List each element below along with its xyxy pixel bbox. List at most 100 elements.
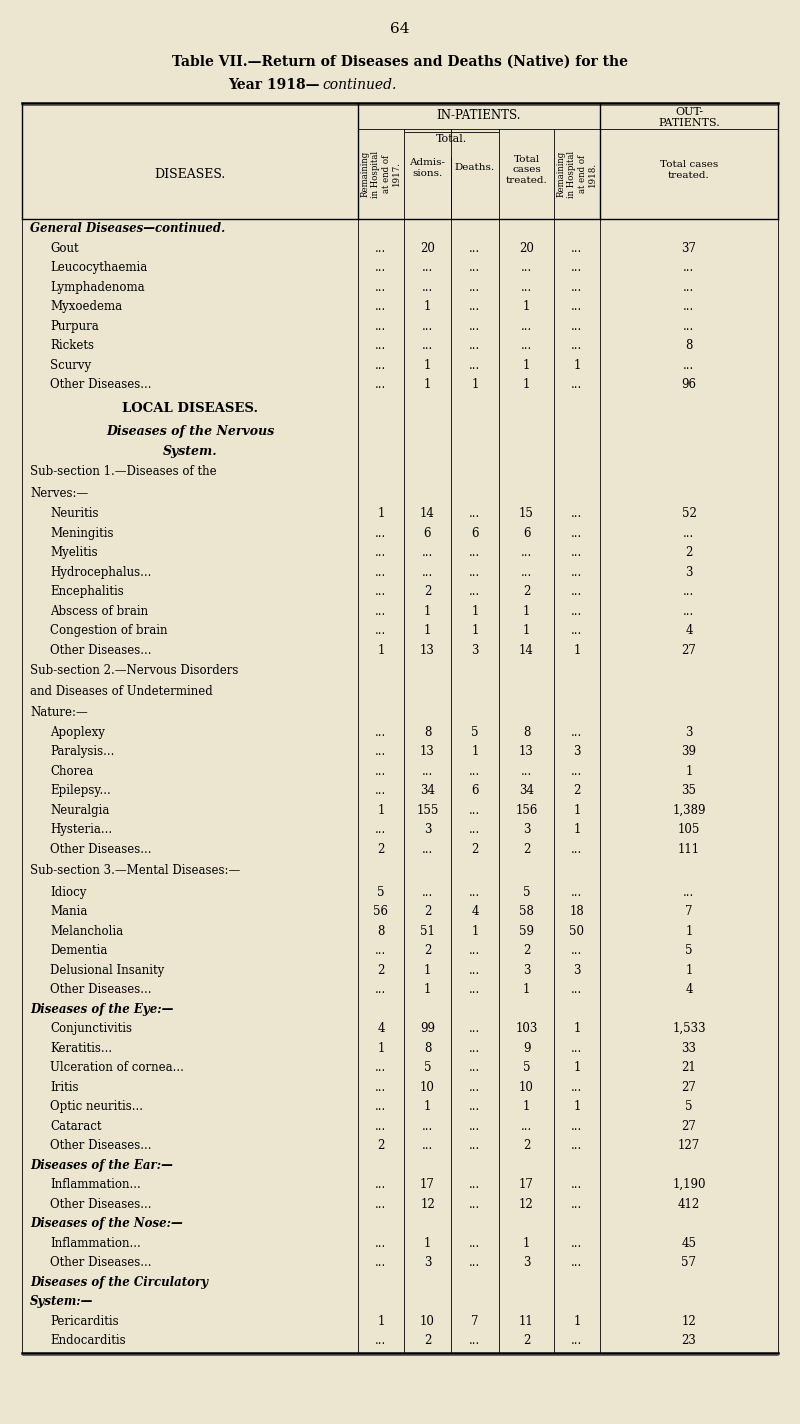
Text: 13: 13 — [420, 644, 435, 656]
Text: Gout: Gout — [50, 242, 78, 255]
Text: Abscess of brain: Abscess of brain — [50, 605, 148, 618]
Text: Idiocy: Idiocy — [50, 886, 86, 899]
Text: ...: ... — [422, 320, 433, 333]
Text: 96: 96 — [682, 379, 697, 392]
Text: Nerves:—: Nerves:— — [30, 487, 88, 500]
Text: 8: 8 — [424, 726, 431, 739]
Text: Nature:—: Nature:— — [30, 705, 88, 719]
Text: 1: 1 — [574, 803, 581, 817]
Text: 7: 7 — [686, 906, 693, 918]
Text: ...: ... — [470, 1198, 481, 1210]
Text: 1,389: 1,389 — [672, 803, 706, 817]
Text: ...: ... — [571, 320, 582, 333]
Text: Diseases of the Nervous: Diseases of the Nervous — [106, 426, 274, 439]
Text: 5: 5 — [522, 886, 530, 899]
Text: 5: 5 — [471, 726, 478, 739]
Text: Paralysis...: Paralysis... — [50, 745, 114, 758]
Text: 12: 12 — [420, 1198, 435, 1210]
Text: Other Diseases...: Other Diseases... — [50, 983, 151, 997]
Text: ...: ... — [375, 359, 386, 372]
Text: 2: 2 — [523, 1334, 530, 1347]
Text: ...: ... — [571, 585, 582, 598]
Text: ...: ... — [375, 1256, 386, 1269]
Text: ...: ... — [375, 745, 386, 758]
Text: 2: 2 — [523, 843, 530, 856]
Text: 2: 2 — [574, 785, 581, 797]
Text: 1: 1 — [574, 1061, 581, 1074]
Text: 64: 64 — [390, 21, 410, 36]
Text: Lymphadenoma: Lymphadenoma — [50, 281, 145, 293]
Text: System:—: System:— — [30, 1296, 94, 1309]
Text: 50: 50 — [570, 924, 585, 938]
Text: Pericarditis: Pericarditis — [50, 1314, 118, 1327]
Text: Ulceration of cornea...: Ulceration of cornea... — [50, 1061, 184, 1074]
Text: ...: ... — [470, 339, 481, 352]
Text: ...: ... — [683, 320, 694, 333]
Text: ...: ... — [422, 281, 433, 293]
Text: Sub-section 1.—Diseases of the: Sub-section 1.—Diseases of the — [30, 466, 217, 478]
Text: 59: 59 — [519, 924, 534, 938]
Text: 155: 155 — [416, 803, 438, 817]
Text: 5: 5 — [378, 886, 385, 899]
Text: ...: ... — [422, 565, 433, 578]
Text: 23: 23 — [682, 1334, 697, 1347]
Text: 1: 1 — [574, 1314, 581, 1327]
Text: ...: ... — [470, 359, 481, 372]
Text: Congestion of brain: Congestion of brain — [50, 624, 167, 638]
Text: ...: ... — [470, 1101, 481, 1114]
Text: 127: 127 — [678, 1139, 700, 1152]
Text: ...: ... — [683, 281, 694, 293]
Text: 4: 4 — [686, 624, 693, 638]
Text: Admis-
sions.: Admis- sions. — [410, 158, 446, 178]
Text: Neuralgia: Neuralgia — [50, 803, 110, 817]
Text: 111: 111 — [678, 843, 700, 856]
Text: 1: 1 — [424, 964, 431, 977]
Text: 1: 1 — [523, 1101, 530, 1114]
Text: ...: ... — [375, 339, 386, 352]
Text: 2: 2 — [471, 843, 478, 856]
Text: ...: ... — [521, 320, 532, 333]
Text: ...: ... — [375, 1119, 386, 1132]
Text: ...: ... — [571, 886, 582, 899]
Text: ...: ... — [375, 605, 386, 618]
Text: 1: 1 — [523, 605, 530, 618]
Text: ...: ... — [683, 359, 694, 372]
Text: ...: ... — [375, 585, 386, 598]
Text: 6: 6 — [471, 527, 478, 540]
Text: 2: 2 — [378, 1139, 385, 1152]
Text: Chorea: Chorea — [50, 765, 94, 778]
Text: 27: 27 — [682, 644, 697, 656]
Text: 1: 1 — [424, 983, 431, 997]
Text: ...: ... — [521, 1119, 532, 1132]
Text: ...: ... — [375, 944, 386, 957]
Text: 3: 3 — [522, 964, 530, 977]
Text: ...: ... — [571, 507, 582, 520]
Text: Hydrocephalus...: Hydrocephalus... — [50, 565, 151, 578]
Text: DISEASES.: DISEASES. — [154, 168, 226, 181]
Text: ...: ... — [470, 242, 481, 255]
Text: 27: 27 — [682, 1119, 697, 1132]
Text: Sub-section 2.—Nervous Disorders: Sub-section 2.—Nervous Disorders — [30, 664, 238, 676]
Text: General Diseases—continued.: General Diseases—continued. — [30, 222, 226, 235]
Text: ...: ... — [571, 339, 582, 352]
Text: 1: 1 — [424, 605, 431, 618]
Text: ...: ... — [683, 527, 694, 540]
Text: Other Diseases...: Other Diseases... — [50, 1139, 151, 1152]
Text: Scurvy: Scurvy — [50, 359, 91, 372]
Text: ...: ... — [375, 300, 386, 313]
Text: 1: 1 — [574, 359, 581, 372]
Text: ...: ... — [571, 624, 582, 638]
Text: 1: 1 — [574, 1022, 581, 1035]
Text: 3: 3 — [522, 823, 530, 836]
Text: ...: ... — [521, 339, 532, 352]
Text: Remaining
in Hospital
at end of
1917.: Remaining in Hospital at end of 1917. — [361, 151, 401, 198]
Text: ...: ... — [375, 624, 386, 638]
Text: Keratitis...: Keratitis... — [50, 1042, 112, 1055]
Text: ...: ... — [470, 1061, 481, 1074]
Text: 1: 1 — [523, 300, 530, 313]
Text: 15: 15 — [519, 507, 534, 520]
Text: 2: 2 — [378, 843, 385, 856]
Text: 45: 45 — [682, 1237, 697, 1250]
Text: 8: 8 — [424, 1042, 431, 1055]
Text: 12: 12 — [519, 1198, 534, 1210]
